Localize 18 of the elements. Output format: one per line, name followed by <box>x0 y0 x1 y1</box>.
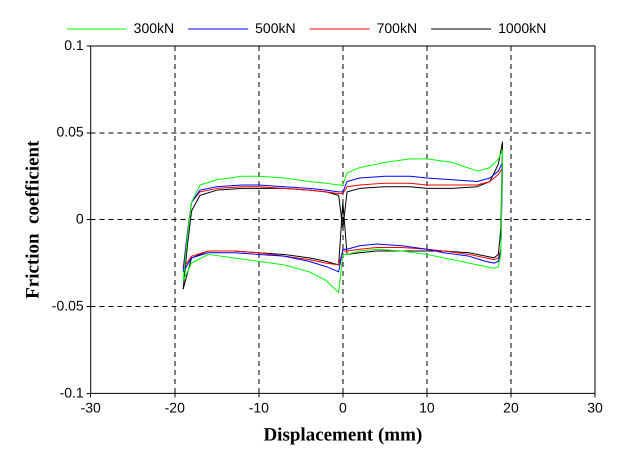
x-axis-title: Displacement (mm) <box>263 424 422 446</box>
legend-label: 500kN <box>255 20 296 36</box>
legend-label: 1000kN <box>498 20 546 36</box>
x-tick-label: -10 <box>248 400 270 416</box>
y-tick-label: 0.05 <box>56 124 84 140</box>
y-tick-label: 0.1 <box>64 36 84 53</box>
y-axis-title: Friction coefficient <box>22 140 44 299</box>
x-tick-label: -20 <box>164 400 186 416</box>
x-tick-label: 20 <box>503 400 519 416</box>
x-tick-label: -30 <box>80 400 102 416</box>
x-tick-label: 30 <box>587 400 603 416</box>
y-tick-label: -0.1 <box>60 384 84 400</box>
legend-label: 300kN <box>134 20 174 36</box>
legend-label: 700kN <box>376 20 418 36</box>
x-tick-label: 0 <box>338 400 347 416</box>
y-tick-label: 0 <box>76 210 84 227</box>
x-tick-label: 10 <box>419 400 435 416</box>
y-tick-label: -0.05 <box>52 297 84 314</box>
